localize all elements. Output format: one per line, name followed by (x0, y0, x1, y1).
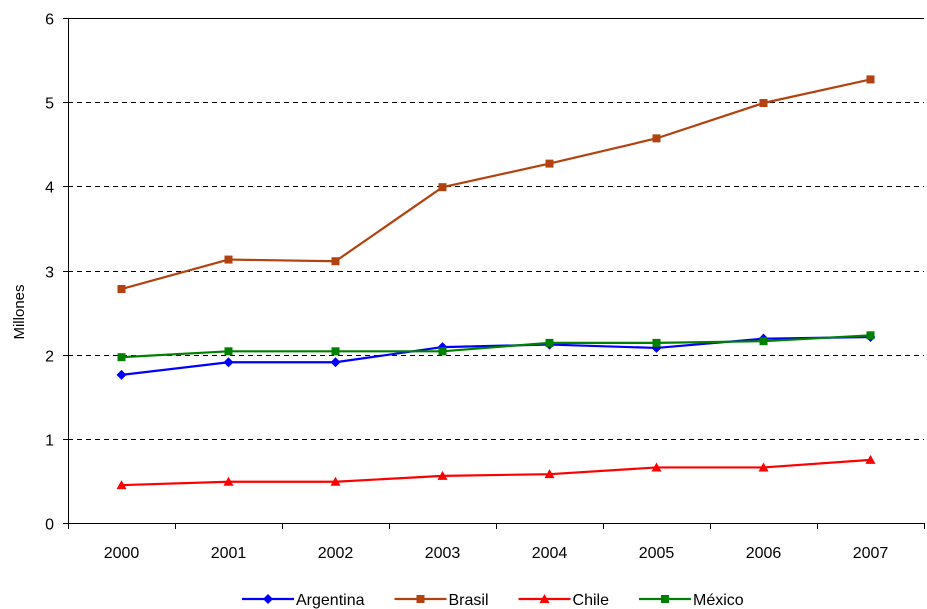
legend-marker-chile (539, 594, 550, 603)
legend-item-argentina: Argentina (242, 592, 365, 609)
y-tick-label: 4 (45, 180, 54, 197)
data-point-brasil (866, 75, 875, 84)
data-point-argentina (330, 357, 341, 368)
data-point-mexico (224, 347, 233, 356)
data-point-brasil (117, 285, 126, 294)
x-tick-label: 2002 (318, 545, 354, 562)
legend-item-chile: Chile (518, 592, 610, 609)
y-tick-label: 0 (45, 517, 54, 534)
data-point-chile (330, 476, 341, 486)
legend-label-brasil: Brasil (449, 592, 489, 609)
x-tick-label: 2005 (639, 545, 675, 562)
legend-marker-argentina (263, 594, 273, 604)
data-point-chile (437, 470, 448, 480)
data-point-mexico (759, 337, 768, 346)
x-tick-label: 2001 (211, 545, 247, 562)
series-mexico (117, 331, 875, 362)
data-point-mexico (652, 338, 661, 347)
data-point-chile (116, 480, 127, 490)
x-tick-label: 2004 (532, 545, 568, 562)
legend: Argentina Brasil Chile México (242, 592, 744, 609)
data-point-chile (758, 462, 769, 472)
data-point-brasil (759, 99, 768, 108)
grid-lines (68, 18, 924, 440)
x-tick-labels: 2000 2001 2002 2003 2004 2005 2006 2007 (104, 545, 889, 562)
series-chile (116, 454, 876, 490)
legend-marker-brasil (416, 595, 425, 603)
series-line-argentina (121, 335, 871, 376)
data-point-mexico (331, 347, 340, 356)
series-line-mexico (121, 334, 871, 359)
x-tick-label: 2003 (425, 545, 461, 562)
data-point-brasil (224, 255, 233, 264)
data-point-mexico (438, 347, 447, 356)
y-tick-label: 3 (45, 265, 54, 282)
data-point-mexico (117, 353, 126, 362)
data-point-chile (544, 469, 555, 479)
y-axis-title: Millones (11, 284, 28, 339)
x-tick-label: 2007 (853, 545, 889, 562)
x-tick-label: 2000 (104, 545, 140, 562)
data-point-brasil (438, 183, 447, 192)
y-tick-label: 1 (45, 433, 54, 450)
data-point-brasil (652, 134, 661, 143)
data-point-chile (223, 476, 234, 486)
series-line-chile (121, 458, 871, 487)
data-point-brasil (545, 159, 554, 168)
y-tick-label: 6 (45, 12, 54, 29)
legend-item-mexico: México (638, 592, 744, 609)
data-point-mexico (866, 331, 875, 340)
data-point-chile (651, 462, 662, 472)
data-point-mexico (545, 338, 554, 347)
data-point-argentina (116, 369, 127, 380)
series-line-brasil (121, 78, 871, 291)
y-tick-label: 2 (45, 349, 54, 366)
axes (63, 18, 925, 529)
legend-label-chile: Chile (573, 592, 610, 609)
data-point-brasil (331, 257, 340, 266)
data-point-chile (865, 454, 876, 464)
series-brasil (117, 75, 875, 294)
legend-item-brasil: Brasil (394, 592, 489, 609)
legend-label-argentina: Argentina (296, 592, 365, 609)
legend-marker-mexico (660, 595, 669, 603)
y-tick-labels: 0 1 2 3 4 5 6 (45, 12, 54, 534)
legend-label-mexico: México (693, 592, 744, 609)
y-tick-label: 5 (45, 96, 54, 113)
x-tick-label: 2006 (746, 545, 782, 562)
data-point-argentina (223, 357, 234, 368)
series (116, 75, 876, 490)
